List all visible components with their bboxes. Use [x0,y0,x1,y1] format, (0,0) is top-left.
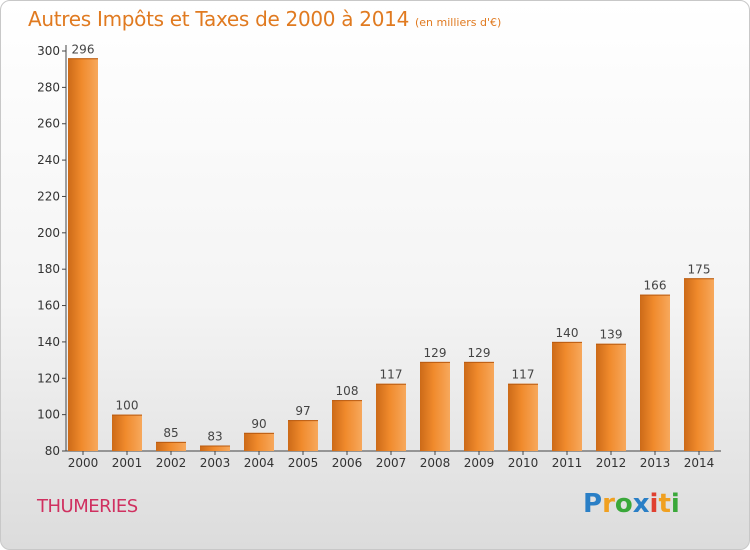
value-label-2014: 175 [688,262,711,276]
x-tick-label-2004: 2004 [244,456,275,470]
value-label-2009: 129 [468,346,491,360]
value-label-2012: 139 [600,328,623,342]
y-tick-label: 160 [37,299,60,313]
x-tick-label-2014: 2014 [684,456,715,470]
x-tick-label-2001: 2001 [112,456,143,470]
value-label-2013: 166 [644,279,667,293]
logo-letter: i [649,489,659,519]
y-tick-label: 300 [37,44,60,58]
value-label-2007: 117 [380,368,403,382]
logo-letter: P [583,489,603,519]
x-tick-label-2006: 2006 [332,456,363,470]
value-label-2002: 85 [163,426,178,440]
bars [68,58,714,451]
x-tick-label-2003: 2003 [200,456,231,470]
bar-2003 [200,445,230,451]
value-label-2005: 97 [295,404,310,418]
value-label-2006: 108 [336,384,359,398]
value-labels: 296 100 85 83 90 97 108 117 129 129 117 140 139 166 17… [72,42,711,443]
y-tick-label: 80 [45,444,60,458]
chart-subtitle: (en milliers d'€) [415,16,502,29]
y-tick-label: 140 [37,335,60,349]
bar-2007 [376,383,406,451]
x-tick-label-2013: 2013 [640,456,671,470]
bar-2014 [684,278,714,451]
bar-2000 [68,58,98,451]
x-tick-label-2012: 2012 [596,456,627,470]
x-tick-label-2002: 2002 [156,456,187,470]
value-label-2010: 117 [512,368,535,382]
y-tick-label: 280 [37,80,60,94]
y-tick-label: 260 [37,117,60,131]
x-tick-label-2008: 2008 [420,456,451,470]
logo-letter: x [632,489,650,519]
bar-2004 [244,432,274,451]
logo-letter: t [658,489,671,519]
bar-2006 [332,400,362,451]
value-label-2011: 140 [556,326,579,340]
bar-2008 [420,361,450,451]
bar-2005 [288,420,318,451]
x-tick-label-2000: 2000 [68,456,99,470]
x-tick-label-2007: 2007 [376,456,407,470]
x-tick-label-2005: 2005 [288,456,319,470]
y-tick-label: 240 [37,153,60,167]
y-tick-label: 220 [37,189,60,203]
axes: 80 100 120 140 160 180 200 220 240 260 280 300 2000 2… [37,44,721,470]
bar-2002 [156,441,186,451]
proxiti-logo: Proxiti [583,489,680,519]
chart-title: Autres Impôts et Taxes de 2000 à 2014 (en… [28,7,501,31]
bar-2009 [464,361,494,451]
y-tick-label: 100 [37,408,60,422]
value-label-2003: 83 [207,430,222,444]
x-tick-label-2011: 2011 [552,456,583,470]
value-label-2001: 100 [116,399,139,413]
value-label-2008: 129 [424,346,447,360]
y-tick-label: 200 [37,226,60,240]
logo-letter: o [614,489,633,519]
y-tick-label: 180 [37,262,60,276]
bar-2012 [596,343,626,451]
logo-letter: i [670,489,680,519]
bar-2001 [112,414,142,451]
bar-2013 [640,294,670,451]
logo-letter: r [602,489,615,519]
x-tick-label-2010: 2010 [508,456,539,470]
x-tick-label-2009: 2009 [464,456,495,470]
bar-2010 [508,383,538,451]
y-tick-label: 120 [37,371,60,385]
commune-name: THUMERIES [37,496,138,517]
bar-2011 [552,341,582,451]
value-label-2000: 296 [72,42,95,56]
value-label-2004: 90 [251,417,266,431]
chart-title-text: Autres Impôts et Taxes de 2000 à 2014 [28,7,409,31]
